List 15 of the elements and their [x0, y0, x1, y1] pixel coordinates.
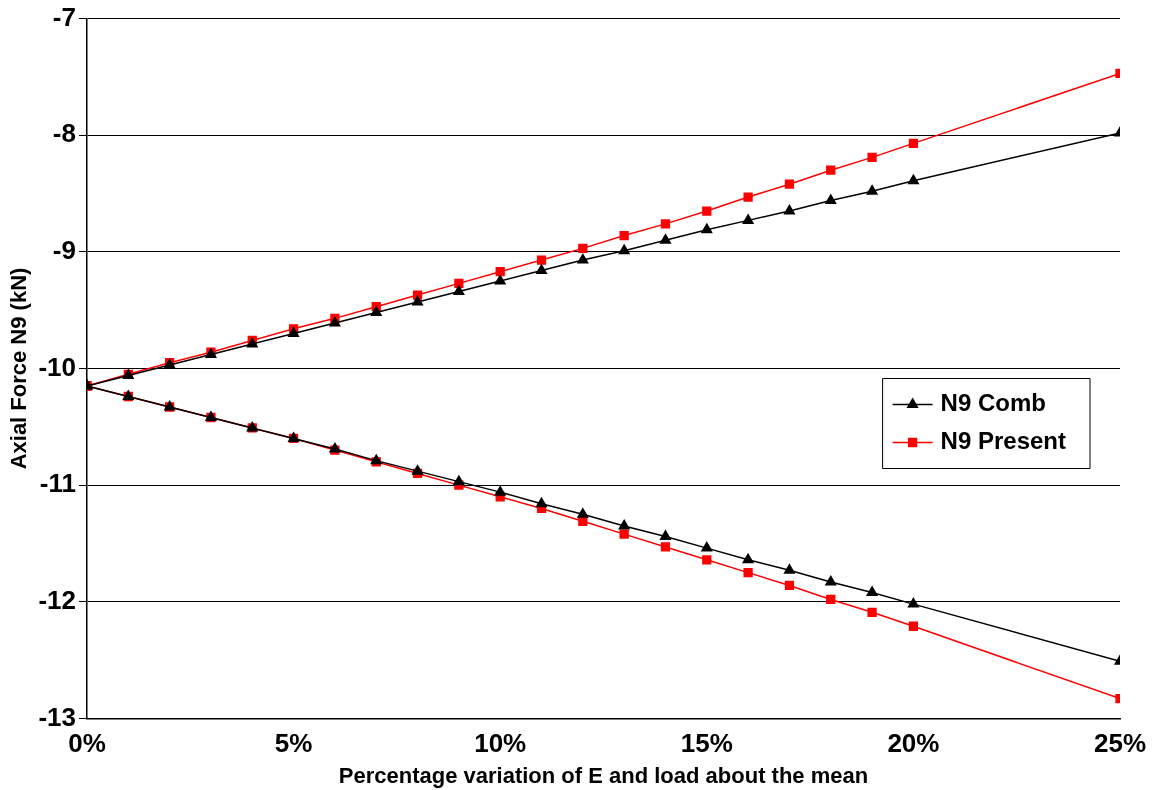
y-tick-label: -10: [38, 351, 76, 382]
y-tick-label: -7: [52, 1, 76, 32]
x-tick-label: 5%: [274, 728, 313, 759]
x-tick-label: 15%: [680, 728, 733, 759]
y-tick-label: -11: [39, 468, 76, 499]
legend-label: N9 Present: [940, 427, 1067, 455]
x-axis-title: Percentage variation of E and load about the mean: [338, 762, 869, 788]
legend-label: N9 Comb: [940, 389, 1046, 417]
y-axis-title: Axial Force N9 (kN): [6, 267, 32, 470]
y-tick-label: -8: [52, 118, 76, 149]
x-tick-label: 10%: [474, 728, 527, 759]
x-tick-label: 20%: [887, 728, 940, 759]
y-tick-label: -12: [38, 584, 76, 615]
y-tick-label: -9: [52, 235, 76, 266]
x-tick-label: 25%: [1093, 728, 1147, 759]
